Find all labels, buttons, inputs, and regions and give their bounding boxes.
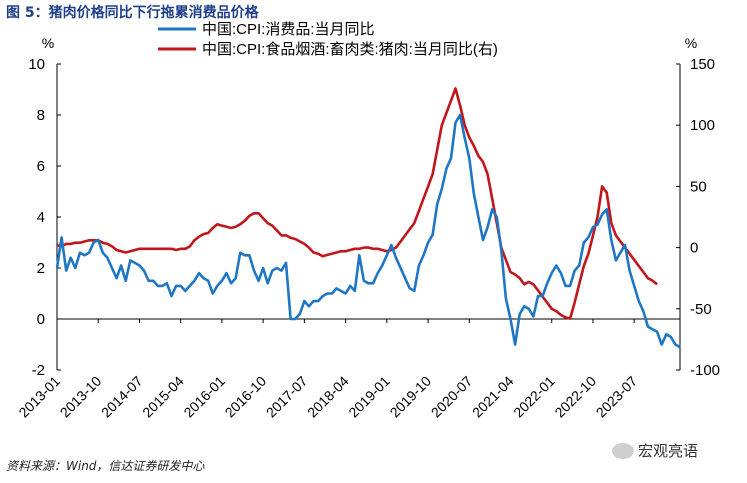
x-tick-label: 2015-04 — [139, 373, 187, 421]
source-note: 资料来源：Wind，信达证券研发中心 — [6, 459, 205, 473]
y-tick-label-left: 0 — [37, 311, 45, 328]
y-tick-label-left: 10 — [28, 56, 45, 73]
y-tick-label-right: 150 — [690, 56, 715, 73]
x-tick-label: 2017-07 — [263, 373, 311, 421]
right-axis-unit: % — [685, 35, 697, 51]
y-tick-label-left: 8 — [37, 107, 45, 124]
x-tick-label: 2023-07 — [593, 373, 641, 421]
series-group — [55, 87, 681, 349]
x-tick-label: 2021-04 — [469, 373, 517, 421]
x-tick-label: 2020-07 — [428, 373, 476, 421]
watermark-text: 宏观亮语 — [638, 442, 699, 460]
x-tick-label: 2016-01 — [180, 373, 228, 421]
series-line-cpi-goods — [55, 113, 681, 349]
x-tick-label: 2016-10 — [222, 373, 270, 421]
x-tick-label: 2013-10 — [57, 373, 105, 421]
y-tick-label-left: 4 — [37, 209, 45, 226]
x-tick-label: 2019-01 — [345, 373, 393, 421]
series-line-pork — [56, 87, 658, 320]
x-tick-label: 2013-01 — [15, 373, 63, 421]
y-tick-label-right: -50 — [690, 301, 712, 318]
x-tick-label: 2019-10 — [387, 373, 435, 421]
y-tick-label-right: -100 — [690, 362, 720, 379]
axes-group: -20246810-100-500501001502013-012013-102… — [15, 56, 720, 420]
x-tick-label: 2022-10 — [551, 373, 599, 421]
y-tick-label-right: 100 — [690, 117, 715, 134]
legend-label: 中国:CPI:消费品:当月同比 — [202, 21, 375, 38]
left-axis-unit: % — [42, 35, 54, 51]
y-tick-label-right: 0 — [690, 240, 698, 257]
y-tick-label-left: 2 — [37, 260, 45, 277]
watermark: 宏观亮语 — [612, 440, 698, 461]
y-tick-label-left: -2 — [32, 362, 45, 379]
x-tick-label: 2022-01 — [510, 373, 558, 421]
wechat-icon — [612, 442, 634, 459]
legend-label: 中国:CPI:食品烟酒:畜肉类:猪肉:当月同比(右) — [202, 41, 498, 58]
y-tick-label-right: 50 — [690, 178, 707, 195]
y-tick-label-left: 6 — [37, 158, 45, 175]
chart-title: 图 5：猪肉价格同比下行拖累消费品价格 — [6, 5, 259, 21]
legend: 中国:CPI:消费品:当月同比中国:CPI:食品烟酒:畜肉类:猪肉:当月同比(右… — [158, 21, 498, 58]
x-tick-label: 2018-04 — [304, 373, 352, 421]
x-tick-label: 2014-07 — [98, 373, 146, 421]
